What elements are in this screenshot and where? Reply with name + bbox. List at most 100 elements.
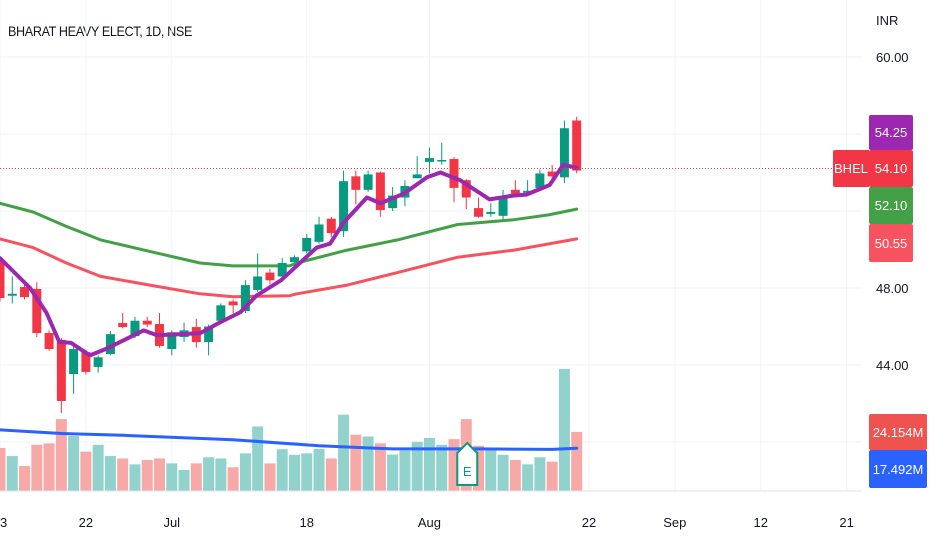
volume-bar [571,431,583,491]
candle [253,253,263,292]
volume-bar [166,463,178,491]
volume-bar [55,419,67,491]
volume-ma-line [0,428,579,451]
volume-bar [104,456,116,491]
candle-body [142,320,152,325]
candle [474,197,484,218]
ema-fast-line [0,162,579,358]
volume-bar [239,453,251,491]
volume-bar [374,443,386,491]
candle [363,170,373,192]
volume-bar [485,448,497,491]
volume-bar [522,464,534,491]
volume-bar [252,426,264,491]
candle-body [449,159,459,188]
candle-body [277,262,287,277]
volume-label: 24.154M [869,414,927,450]
volume-bar [534,457,546,491]
volume-bar [227,467,239,491]
candle [56,338,66,414]
x-tick-label: 18 [300,515,314,530]
candle-body [216,305,226,321]
candle-body [412,174,422,179]
candle [326,216,336,237]
y-tick-label: 44.00 [876,358,909,373]
candle-body [81,352,91,372]
volume-bar [558,368,570,491]
ema-slow-label: 50.55 [869,224,913,262]
candle [142,316,152,328]
candle-body [265,272,275,281]
candle [572,116,582,174]
candle [265,268,275,285]
currency-label: INR [876,13,898,28]
candle-body [289,257,299,263]
candle [277,258,287,279]
candle-body [253,276,263,290]
volume-bar [497,454,509,491]
candle-body [105,334,115,355]
volume-bar [190,463,202,491]
volume-ma-label: 17.492M [869,450,927,488]
candle-body [375,172,385,211]
candle [375,171,385,217]
volume-bar [423,437,435,491]
candle-body [69,349,79,375]
volume-bar [31,444,43,491]
volume-bar [473,445,485,491]
volume-bar [141,459,153,491]
x-tick-label: 13 [0,515,7,530]
candle-body [204,326,214,343]
x-tick-label: Jul [163,515,180,530]
volume-bar [436,444,448,491]
candle-body [547,171,557,177]
candle [302,234,312,254]
candle [510,180,520,196]
candle [314,216,324,244]
candle [289,255,299,267]
volume-bar [546,461,558,491]
candle [216,303,226,323]
price-axis: 60.00 48.00 44.00 [876,50,909,373]
volume-bar [338,414,350,491]
candle-body [118,323,128,328]
candle-body [130,320,140,337]
volume-bar [301,453,313,491]
ema-mid-line [0,201,579,268]
candle-body [363,174,373,190]
volume-bar [288,454,300,491]
ema-slow-line [0,237,579,299]
volume-bar [399,450,411,491]
candle [351,170,361,205]
candle [498,189,508,220]
volume-bar [117,458,129,491]
candle [535,169,545,190]
candle-body [535,173,545,188]
candle-body [44,333,54,350]
volume-bar [68,435,80,491]
candle-body [437,159,447,162]
candle-body [498,196,508,216]
x-tick-label: 22 [79,515,93,530]
candle-body [167,332,177,350]
volume-bar [362,436,374,491]
volume-bars [0,368,583,491]
earnings-marker-label: E [463,464,472,479]
volume-bar [0,447,6,491]
candle-body [486,211,496,214]
y-tick-label: 48.00 [876,281,909,296]
volume-bar [350,434,362,491]
x-tick-label: 21 [839,515,853,530]
candle [424,147,434,174]
candle [437,142,447,165]
earnings-marker[interactable]: E [456,441,479,486]
ema-fast-label: 54.25 [869,115,913,150]
candles [0,116,582,414]
volume-ma-line [0,428,579,451]
candle-body [228,301,238,306]
x-tick-label: Aug [418,515,441,530]
volume-bar [448,439,460,491]
candle-body [314,224,324,242]
candle [559,120,569,184]
